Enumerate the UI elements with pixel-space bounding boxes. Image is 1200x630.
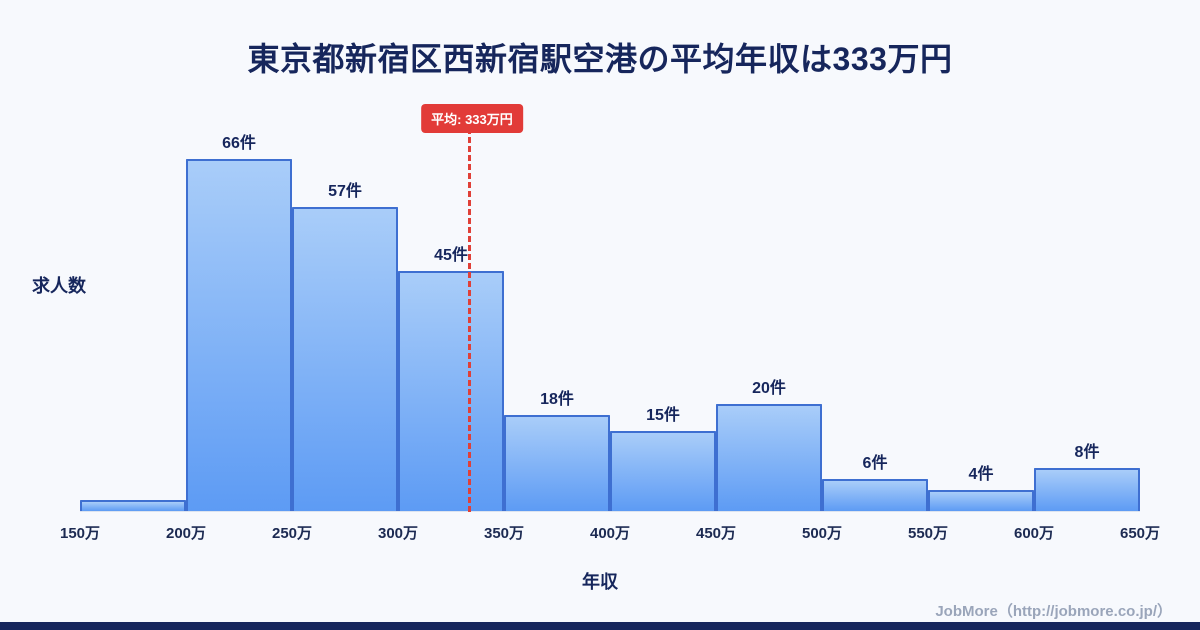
histogram-bar	[80, 500, 186, 511]
footer-credit: JobMore（http://jobmore.co.jp/）	[935, 603, 1172, 620]
bar-value-label: 20件	[752, 380, 786, 398]
x-tick-label: 550万	[907, 525, 949, 542]
x-axis-label: 年収	[582, 572, 618, 592]
bars-container: 66件 57件 45件 18件 15件 20件 6件 4件 8件	[80, 100, 1140, 512]
histogram-bar-slot: 57件	[292, 100, 398, 511]
x-tick-label: 400万	[589, 525, 631, 542]
bar-value-label: 15件	[646, 407, 680, 424]
average-line: 平均: 333万円	[421, 104, 523, 512]
histogram-bar-slot: 20件	[716, 100, 822, 511]
histogram-bar-slot: 18件	[504, 100, 610, 511]
x-tick-label: 150万	[59, 525, 101, 542]
x-axis-ticks: 150万 200万 250万 300万 350万 400万 450万 500万 550万 600万…	[60, 512, 1160, 542]
histogram-bar	[398, 271, 504, 511]
histogram-bar-slot: 45件	[398, 100, 504, 511]
bar-value-label: 66件	[222, 135, 256, 152]
x-tick-label: 350万	[483, 525, 525, 542]
histogram-bar	[822, 479, 928, 511]
histogram-bar	[504, 415, 610, 511]
bar-value-label: 8件	[1074, 444, 1100, 462]
x-tick-label: 250万	[271, 525, 313, 542]
histogram-bar-slot: 6件	[822, 100, 928, 511]
bar-value-label: 18件	[540, 391, 574, 408]
histogram-bar	[610, 431, 716, 511]
average-badge: 平均: 333万円	[421, 104, 523, 133]
chart-title: 東京都新宿区西新宿駅空港の平均年収は333万円	[247, 41, 953, 77]
bar-value-label	[80, 474, 186, 500]
histogram-bar	[292, 207, 398, 511]
histogram-bar-slot	[80, 100, 186, 511]
x-tick-label: 650万	[1119, 525, 1161, 542]
x-tick-label: 450万	[695, 525, 737, 542]
histogram-bar-slot: 8件	[1034, 100, 1140, 511]
bar-value-label: 6件	[862, 455, 888, 472]
histogram-bar-slot: 66件	[186, 100, 292, 511]
histogram-bar-slot: 15件	[610, 100, 716, 511]
y-axis-label: 求人数	[32, 276, 86, 296]
bar-value-label: 4件	[968, 465, 994, 483]
plot-area: 66件 57件 45件 18件 15件 20件 6件 4件 8件 平均: 333万円 150万 2…	[60, 100, 1160, 542]
x-tick-label: 300万	[377, 525, 419, 542]
x-tick-label: 200万	[165, 525, 207, 542]
histogram-bar	[1034, 468, 1140, 511]
histogram-bar	[716, 404, 822, 511]
histogram-bar-slot: 4件	[928, 100, 1034, 511]
bottom-accent-strip	[0, 622, 1200, 630]
bar-value-label: 45件	[434, 247, 468, 264]
histogram-bar	[186, 159, 292, 511]
x-tick-label: 600万	[1013, 525, 1055, 542]
x-tick-label: 500万	[801, 525, 843, 542]
bar-value-label: 57件	[328, 183, 362, 200]
histogram-bar	[928, 489, 1034, 511]
